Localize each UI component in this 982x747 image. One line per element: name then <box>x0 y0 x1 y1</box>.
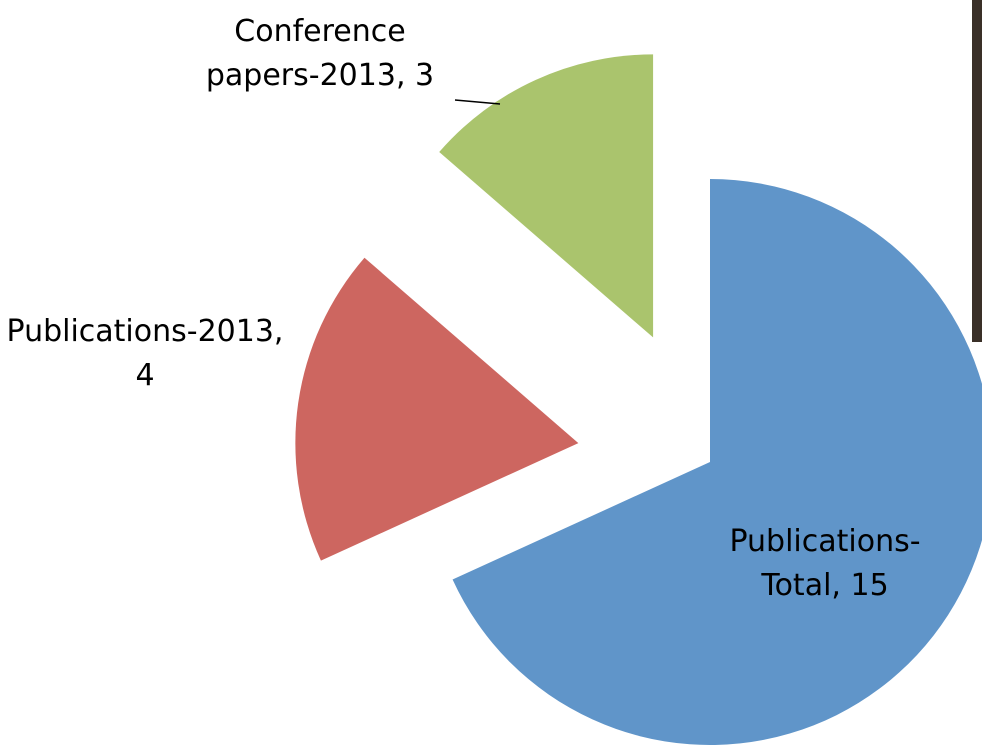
photo-edge <box>972 0 982 342</box>
pie-slice <box>452 179 982 745</box>
pie-slice <box>439 54 654 338</box>
data-label: Conference papers-2013, 3 <box>205 14 435 93</box>
leader-line <box>454 99 501 105</box>
data-label: Publications-2013, 4 <box>6 314 284 393</box>
pie-slice <box>295 257 579 561</box>
data-label: Publications-Total, 15 <box>729 524 921 603</box>
